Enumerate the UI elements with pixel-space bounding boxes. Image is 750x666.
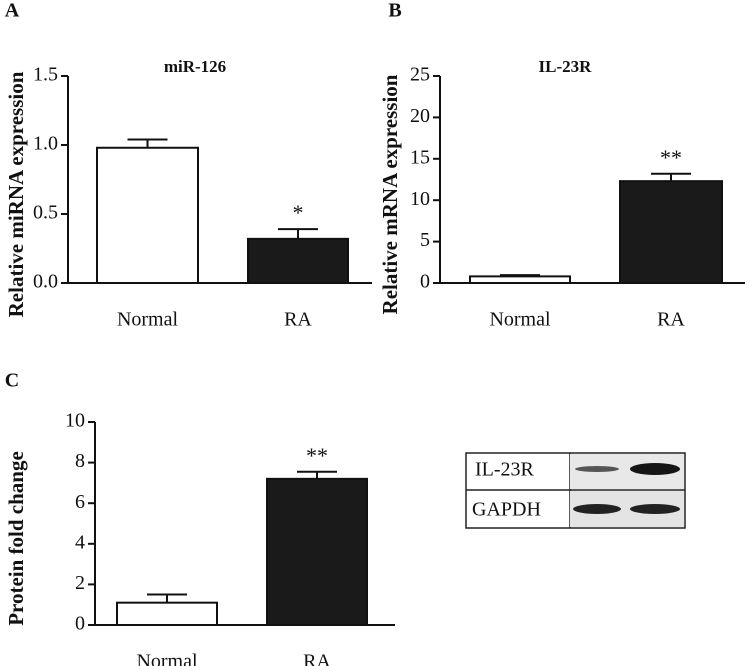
significance-label: ** — [660, 145, 682, 170]
bar — [469, 275, 571, 285]
y-tick-label: 10 — [65, 410, 85, 432]
y-axis-label: Relative miRNA expression — [4, 71, 28, 317]
y-tick-label: 4 — [75, 531, 85, 553]
x-tick-label: RA — [657, 309, 685, 331]
bar — [266, 477, 368, 626]
x-tick-label: RA — [284, 309, 312, 331]
x-tick-label: Normal — [489, 309, 551, 331]
y-tick-label: 1.5 — [33, 64, 58, 86]
chart-title: miR-126 — [164, 57, 226, 76]
bar — [116, 601, 218, 626]
panel-label: A — [5, 0, 20, 22]
y-tick-label: 15 — [410, 146, 430, 168]
y-tick-label: 20 — [410, 105, 430, 127]
y-tick-label: 0.5 — [33, 202, 58, 224]
y-axis-label: Relative mRNA expression — [378, 74, 402, 314]
x-tick-label: RA — [303, 651, 331, 666]
y-axis-label: Protein fold change — [4, 451, 28, 626]
chart-title: IL-23R — [539, 57, 593, 76]
panel-label: B — [388, 0, 401, 22]
y-tick-label: 2 — [75, 572, 85, 594]
y-tick-label: 8 — [75, 450, 85, 472]
y-tick-label: 6 — [75, 491, 85, 513]
x-tick-label: Normal — [136, 651, 198, 666]
bar — [619, 180, 723, 285]
y-tick-label: 0.0 — [33, 271, 58, 293]
panel-label: C — [5, 370, 19, 392]
blot-label: GAPDH — [472, 499, 541, 521]
y-tick-label: 0 — [420, 271, 430, 293]
significance-label: ** — [306, 443, 328, 468]
y-tick-label: 1.0 — [33, 133, 58, 155]
y-tick-label: 5 — [420, 229, 430, 251]
y-tick-label: 10 — [410, 188, 430, 210]
blot-label: IL-23R — [475, 459, 535, 481]
bar — [96, 146, 199, 284]
x-tick-label: Normal — [117, 309, 179, 331]
bar — [247, 237, 349, 284]
western-blot: IL-23R GAPDH — [465, 452, 686, 529]
y-tick-label: 0 — [75, 613, 85, 635]
y-tick-label: 25 — [410, 64, 430, 86]
significance-label: * — [293, 200, 304, 225]
